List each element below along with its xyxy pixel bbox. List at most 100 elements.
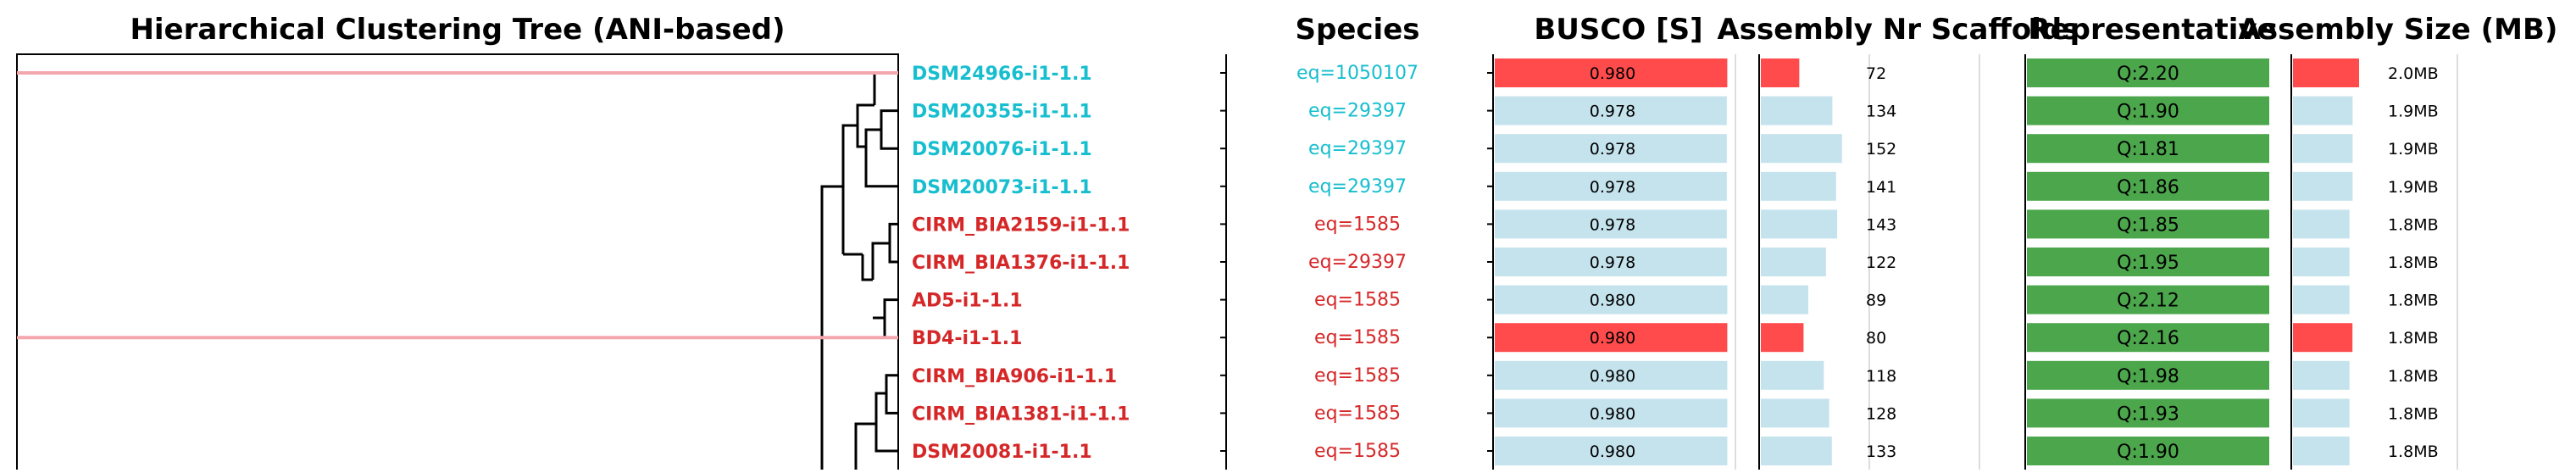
- scaffolds-bar: [1761, 171, 1836, 201]
- representative-value: Q:2.12: [2117, 291, 2179, 312]
- species-value: eq=29397: [1308, 176, 1407, 198]
- representative-value: Q:1.81: [2117, 139, 2179, 160]
- size-bar: [2293, 398, 2350, 428]
- scaffolds-header: Assembly Nr Scaffolds: [1717, 13, 2079, 47]
- size-value: 1.8MB: [2388, 253, 2439, 272]
- representative-bar: [2027, 134, 2269, 164]
- busco-value: 0.980: [1590, 442, 1635, 461]
- scaffolds-value: 128: [1866, 404, 1896, 423]
- species-value: eq=29397: [1308, 138, 1407, 159]
- size-bar: [2293, 437, 2350, 465]
- representative-bar: [2027, 96, 2269, 125]
- busco-value: 0.978: [1590, 140, 1635, 159]
- busco-value: 0.978: [1590, 253, 1635, 272]
- scaffolds-value: 80: [1866, 329, 1886, 348]
- representative-value: Q:1.93: [2117, 403, 2179, 425]
- size-value: 1.8MB: [2388, 442, 2439, 461]
- busco-header: BUSCO [S]: [1534, 13, 1702, 47]
- representative-bar: [2027, 360, 2269, 390]
- scaffolds-bar: [1761, 58, 1800, 87]
- dendrogram-branch: [861, 254, 873, 281]
- representative-value: Q:2.16: [2117, 328, 2179, 349]
- busco-bar: [1495, 96, 1727, 125]
- species-value: eq=1585: [1314, 290, 1401, 311]
- species-value: eq=1585: [1314, 214, 1401, 235]
- representative-value: Q:1.90: [2117, 102, 2179, 123]
- size-bar: [2293, 323, 2353, 353]
- busco-bar: [1495, 248, 1727, 276]
- dendrogram-branch: [841, 124, 858, 254]
- scaffolds-value: 89: [1866, 292, 1886, 310]
- size-bar: [2293, 248, 2350, 276]
- size-value: 1.8MB: [2388, 292, 2439, 310]
- size-bar: [2293, 171, 2353, 201]
- busco-value: 0.980: [1590, 367, 1635, 386]
- species-value: eq=1585: [1314, 403, 1401, 424]
- size-bar: [2293, 360, 2350, 390]
- busco-bar: [1495, 323, 1728, 353]
- sample-label: DSM24966-i1-1.1: [912, 64, 1092, 85]
- size-bar: [2293, 285, 2350, 314]
- dendrogram-branch: [885, 374, 898, 415]
- representative-value: Q:2.20: [2117, 64, 2179, 85]
- sample-label: AD5-i1-1.1: [912, 291, 1023, 312]
- sample-label: DSM20355-i1-1.1: [912, 102, 1092, 123]
- busco-bar: [1495, 171, 1727, 201]
- sample-label: DSM20081-i1-1.1: [912, 442, 1092, 463]
- size-value: 1.8MB: [2388, 215, 2439, 234]
- busco-value: 0.980: [1590, 64, 1635, 83]
- scaffolds-bar: [1761, 134, 1842, 164]
- scaffolds-value: 141: [1866, 178, 1896, 197]
- busco-bar: [1495, 134, 1727, 164]
- busco-bar: [1495, 58, 1728, 87]
- representative-bar: [2027, 58, 2269, 87]
- dendrogram-branch: [883, 298, 898, 339]
- busco-value: 0.980: [1590, 329, 1635, 348]
- representative-bar: [2027, 285, 2269, 314]
- sample-label: DSM20073-i1-1.1: [912, 177, 1092, 198]
- representative-bar: [2027, 437, 2269, 465]
- scaffolds-bar: [1761, 285, 1809, 314]
- size-value: 1.9MB: [2388, 140, 2439, 159]
- scaffolds-value: 122: [1866, 253, 1896, 272]
- size-header: Assembly Size (MB): [2239, 13, 2558, 47]
- scaffolds-bar: [1761, 360, 1824, 390]
- representative-bar: [2027, 171, 2269, 201]
- busco-value: 0.978: [1590, 103, 1635, 121]
- dendrogram-branch: [880, 109, 898, 150]
- size-value: 1.8MB: [2388, 329, 2439, 348]
- representative-bar: [2027, 209, 2269, 239]
- sample-label: CIRM_BIA2159-i1-1.1: [912, 214, 1130, 236]
- species-value: eq=1585: [1314, 365, 1401, 387]
- representative-value: Q:1.85: [2117, 214, 2179, 236]
- busco-bar: [1495, 285, 1728, 314]
- size-value: 1.8MB: [2388, 367, 2439, 386]
- size-value: 1.8MB: [2388, 404, 2439, 423]
- scaffolds-value: 134: [1866, 103, 1896, 121]
- representative-bar: [2027, 398, 2269, 428]
- representative-value: Q:1.90: [2117, 442, 2179, 463]
- busco-bar: [1495, 360, 1728, 390]
- size-value: 1.9MB: [2388, 103, 2439, 121]
- dendrogram-branch: [854, 422, 876, 473]
- size-bar: [2293, 96, 2353, 125]
- busco-bar: [1495, 398, 1728, 428]
- dendrogram-branch: [888, 222, 898, 264]
- scaffolds-value: 143: [1866, 215, 1896, 234]
- representative-value: Q:1.98: [2117, 366, 2179, 387]
- species-value: eq=29397: [1308, 252, 1407, 273]
- representative-value: Q:1.86: [2117, 177, 2179, 198]
- busco-value: 0.978: [1590, 178, 1635, 197]
- species-value: eq=1585: [1314, 441, 1401, 462]
- species-value: eq=1050107: [1296, 63, 1418, 84]
- dendrogram-branch: [864, 128, 898, 188]
- busco-bar: [1495, 437, 1728, 465]
- sample-label: CIRM_BIA906-i1-1.1: [912, 366, 1117, 387]
- dendrogram: [820, 71, 898, 473]
- busco-value: 0.978: [1590, 215, 1635, 234]
- busco-bar: [1495, 209, 1727, 239]
- dendrogram-branch: [874, 392, 898, 453]
- representative-bar: [2027, 323, 2269, 353]
- representative-bar: [2027, 248, 2269, 276]
